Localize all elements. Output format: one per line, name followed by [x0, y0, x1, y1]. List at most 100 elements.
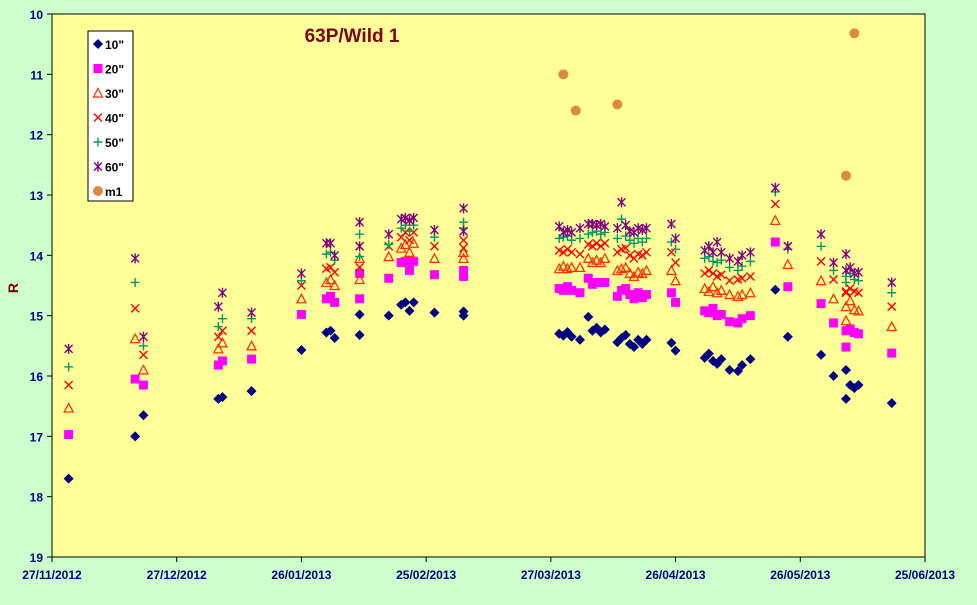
data-point-50 [213, 322, 223, 332]
data-point-60 [716, 247, 726, 258]
x-tick-label: 27/03/2013 [521, 568, 581, 582]
data-point-30 [566, 261, 578, 273]
series-30 [63, 214, 898, 413]
data-point-60 [621, 220, 631, 231]
data-point-50 [217, 314, 227, 324]
data-point-50 [745, 256, 755, 266]
y-tick-label: 19 [30, 551, 44, 565]
data-point-60 [247, 307, 257, 318]
data-point-10 [130, 431, 141, 442]
data-point-40 [217, 326, 227, 336]
data-point-20 [725, 317, 735, 327]
data-point-10 [354, 329, 365, 340]
data-point-60 [725, 253, 735, 264]
legend-marker [93, 137, 103, 147]
data-point-50 [583, 229, 593, 239]
data-point-30 [557, 260, 569, 271]
data-point-60 [853, 267, 863, 278]
data-point-30 [699, 282, 711, 294]
data-point-40 [405, 235, 415, 245]
data-point-10 [737, 360, 748, 371]
data-point-40 [700, 268, 710, 278]
data-point-60 [429, 224, 439, 235]
data-point-m1 [570, 105, 581, 116]
data-point-30 [852, 304, 865, 316]
data-point-10 [325, 325, 336, 336]
legend-marker [93, 113, 103, 122]
data-point-30 [591, 254, 603, 265]
data-point-60 [841, 249, 851, 260]
data-point-m1 [558, 69, 569, 80]
data-point-60 [704, 241, 714, 252]
data-point-20 [612, 291, 622, 301]
data-point-10 [599, 324, 610, 335]
data-point-20 [770, 237, 780, 247]
data-point-60 [400, 212, 410, 223]
data-point-60 [562, 224, 572, 235]
data-point-60 [783, 241, 793, 252]
data-point-50 [575, 233, 585, 243]
data-point-30 [561, 262, 574, 274]
data-point-40 [745, 271, 755, 281]
x-tick-label: 27/11/2012 [22, 568, 82, 582]
data-point-30 [611, 264, 623, 276]
data-point-60 [213, 301, 223, 312]
data-point-40 [400, 227, 410, 237]
data-point-40 [562, 244, 572, 254]
data-point-30 [428, 252, 441, 264]
data-point-20 [247, 354, 257, 364]
data-point-60 [641, 223, 651, 234]
legend-label: 60" [105, 161, 124, 175]
data-point-10 [574, 334, 585, 345]
data-point-40 [247, 326, 257, 336]
legend-items: 10" 20" 30" 40" 50" 60" m1 [92, 38, 124, 199]
data-point-40 [596, 241, 606, 251]
data-point-40 [841, 287, 851, 297]
data-point-30 [815, 274, 827, 286]
data-point-40 [409, 227, 419, 237]
data-point-50 [554, 233, 564, 243]
data-point-50 [612, 233, 622, 243]
data-point-40 [429, 241, 439, 251]
data-point-20 [355, 294, 365, 304]
legend: 10" 20" 30" 40" 50" 60" m1 [87, 30, 134, 202]
data-point-30 [354, 273, 366, 285]
data-point-30 [744, 286, 756, 298]
data-point-20 [583, 273, 593, 283]
data-point-10 [816, 349, 827, 360]
data-point-30 [212, 342, 224, 354]
series-20 [64, 237, 897, 440]
data-point-20 [567, 285, 577, 295]
data-point-60 [217, 287, 227, 298]
y-tick-label: 16 [30, 370, 44, 384]
data-point-30 [383, 250, 395, 262]
data-point-10 [886, 398, 897, 409]
data-point-20 [459, 271, 469, 281]
data-point-40 [296, 281, 306, 290]
data-point-50 [671, 244, 681, 254]
data-point-40 [612, 247, 622, 257]
data-point-40 [641, 247, 651, 257]
data-point-10 [217, 392, 228, 403]
data-point-30 [732, 290, 744, 302]
data-point-30 [582, 252, 594, 264]
data-point-10 [404, 305, 415, 316]
data-point-40 [330, 267, 340, 277]
data-point-60 [712, 237, 722, 248]
series-60 [64, 182, 897, 354]
data-point-20 [409, 256, 419, 266]
data-point-30 [665, 264, 677, 276]
data-point-30 [827, 292, 840, 304]
data-point-10 [828, 371, 839, 381]
data-point-30 [840, 314, 852, 326]
data-point-40 [853, 288, 863, 298]
data-point-60 [600, 221, 610, 232]
legend-marker [93, 161, 103, 172]
data-point-60 [845, 262, 855, 273]
data-point-50 [704, 252, 714, 262]
y-tick-label: 11 [30, 68, 43, 82]
data-point-60 [887, 277, 897, 288]
data-point-40 [459, 243, 469, 253]
